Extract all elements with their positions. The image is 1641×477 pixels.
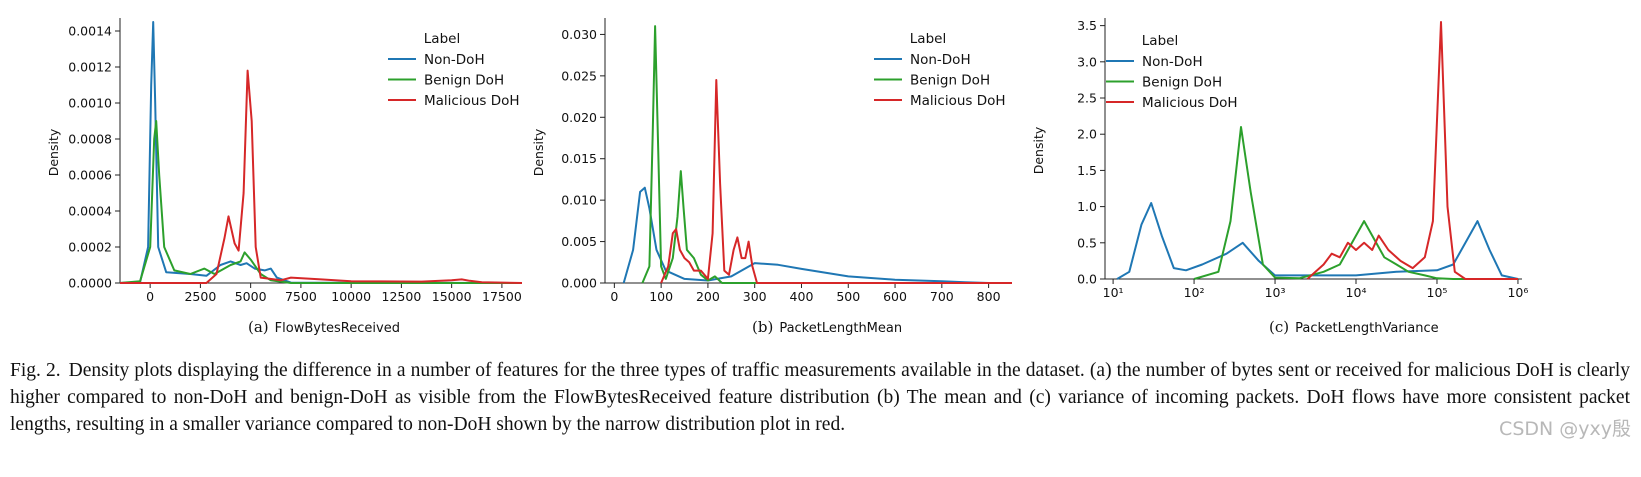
chart-a-y-tick-label: 0.0008 [68, 132, 112, 147]
chart-a-y-tick-label: 0.0014 [68, 24, 112, 39]
chart-c-x-tick-label: 10³ [1265, 285, 1286, 300]
chart-c-y-tick-label: 1.0 [1077, 199, 1097, 214]
chart-c-y-tick-label: 1.5 [1077, 163, 1097, 178]
chart-a-legend-title: Label [424, 31, 460, 47]
chart-a-series-malicious-doh-line [120, 69, 523, 284]
chart-b-x-tick-label: 0 [610, 289, 618, 304]
subplot-a-caption: (a) FlowBytesReceived [248, 318, 400, 336]
subplot-b-feature-label: PacketLengthMean [779, 321, 903, 336]
chart-c-y-tick-label: 0.5 [1077, 235, 1097, 250]
chart-b-legend-entry: Non-DoH [910, 52, 971, 68]
chart-c-legend-entry: Malicious DoH [1142, 95, 1238, 111]
density-charts-figure: 0.00000.00020.00040.00060.00080.00100.00… [46, 18, 1528, 304]
chart-b-y-tick-label: 0.005 [561, 234, 597, 249]
chart-c-x-tick-label: 10² [1184, 285, 1205, 300]
chart-a-y-axis-label: Density [46, 128, 61, 176]
chart-c-x-tick-label: 10⁶ [1507, 285, 1528, 300]
chart-c-legend-title: Label [1142, 33, 1178, 49]
chart-b-legend: Label Non-DoH Benign DoH Malicious DoH [874, 31, 1006, 109]
watermark: CSDN @yxy殷 [1499, 418, 1631, 440]
subplot-c-feature-label: PacketLengthVariance [1295, 321, 1439, 336]
chart-a-y-tick-label: 0.0012 [68, 60, 112, 75]
chart-a: 0.0000 0.0002 0.0004 0.0006 0.0008 0.0010 0.00… [46, 18, 523, 304]
chart-c-legend: Label Non-DoH Benign DoH Malicious DoH [1106, 33, 1238, 111]
chart-b-y-tick-label: 0.000 [561, 276, 597, 291]
chart-a-legend-entry: Benign DoH [424, 73, 504, 89]
chart-b-series-benign-doh-line [641, 25, 1012, 284]
chart-c-y-axis-label: Density [1031, 126, 1046, 174]
chart-a-x-tick-label: 15000 [432, 289, 472, 304]
figure-caption-text: Density plots displaying the difference … [10, 360, 1630, 435]
figure-caption: Fig. 2. Density plots displaying the diff… [10, 357, 1630, 438]
chart-b-series-non-doh-line [622, 186, 989, 284]
chart-c-legend-entry: Non-DoH [1142, 54, 1203, 70]
chart-c-y-tick-label: 2.0 [1077, 127, 1097, 142]
chart-a-x-tick-label: 0 [146, 289, 154, 304]
chart-b-x-tick-label: 800 [977, 289, 1001, 304]
chart-a-x-tick-label: 5000 [235, 289, 267, 304]
chart-b-y-tick-label: 0.025 [561, 68, 597, 83]
chart-a-y-tick-label: 0.0006 [68, 168, 112, 183]
chart-a-legend-entry: Non-DoH [424, 52, 485, 68]
chart-a-legend: Label Non-DoH Benign DoH Malicious DoH [388, 31, 520, 109]
chart-b-x-tick-label: 400 [790, 289, 814, 304]
chart-a-series-benign-doh-line [119, 120, 522, 284]
chart-a-y-tick-label: 0.0002 [68, 240, 112, 255]
chart-b-y-tick-label: 0.010 [561, 193, 597, 208]
chart-a-series-non-doh-line [119, 21, 523, 284]
chart-c-x-tick-label: 10⁴ [1346, 285, 1367, 300]
chart-c-y-tick-label: 3.5 [1077, 18, 1097, 33]
chart-a-y-tick-label: 0.0010 [68, 96, 112, 111]
chart-a-x-tick-label: 7500 [285, 289, 317, 304]
figure-number: Fig. 2. [10, 360, 61, 381]
chart-c-y-tick-label: 3.0 [1077, 54, 1097, 69]
chart-c-y-tick-label: 0.0 [1077, 272, 1097, 287]
chart-b-x-tick-label: 700 [930, 289, 954, 304]
chart-a-legend-entry: Malicious DoH [424, 93, 520, 109]
subplot-c-panel-label: (c) [1269, 318, 1290, 336]
chart-c-series-non-doh-line [1116, 202, 1519, 280]
chart-b-x-tick-label: 300 [743, 289, 767, 304]
chart-b-x-tick-label: 200 [696, 289, 720, 304]
subplot-b-caption: (b) PacketLengthMean [752, 318, 902, 336]
chart-b-x-tick-label: 100 [649, 289, 673, 304]
chart-a-x-tick-label: 12500 [382, 289, 422, 304]
subplot-c-caption: (c) PacketLengthVariance [1269, 318, 1439, 336]
chart-c-x-tick-label: 10¹ [1103, 285, 1124, 300]
chart-a-y-tick-label: 0.0004 [68, 204, 112, 219]
chart-c-x-tick-label: 10⁵ [1427, 285, 1448, 300]
subplot-b-panel-label: (b) [752, 318, 774, 336]
chart-b-legend-title: Label [910, 31, 946, 47]
chart-a-x-tick-label: 17500 [482, 289, 522, 304]
chart-b: 0.000 0.005 0.010 0.015 0.020 0.025 0.030 0 100 2… [531, 18, 1012, 304]
chart-c-series-malicious-doh-line [1306, 21, 1518, 280]
chart-a-x-tick-label: 10000 [331, 289, 371, 304]
chart-c-legend-entry: Benign DoH [1142, 75, 1222, 91]
chart-b-y-axis-label: Density [531, 128, 546, 176]
chart-b-legend-entry: Benign DoH [910, 73, 990, 89]
chart-b-legend-entry: Malicious DoH [910, 93, 1006, 109]
chart-c-y-tick-label: 2.5 [1077, 91, 1097, 106]
chart-c-series-benign-doh-line [1193, 126, 1518, 280]
chart-a-y-tick-label: 0.0000 [68, 276, 112, 291]
subplot-a-feature-label: FlowBytesReceived [274, 321, 400, 336]
chart-a-x-tick-label: 2500 [184, 289, 216, 304]
chart-b-x-tick-label: 600 [883, 289, 907, 304]
chart-b-y-tick-label: 0.020 [561, 110, 597, 125]
subplot-a-panel-label: (a) [248, 318, 269, 336]
chart-b-x-tick-label: 500 [836, 289, 860, 304]
chart-b-series-malicious-doh-line [660, 79, 1012, 284]
chart-b-y-tick-label: 0.015 [561, 151, 597, 166]
chart-b-y-tick-label: 0.030 [561, 27, 597, 42]
chart-c: 0.0 0.5 1.0 1.5 2.0 2.5 3.0 3.5 10¹ 10² 10³ 10⁴ 10⁵ 1… [1031, 18, 1528, 300]
